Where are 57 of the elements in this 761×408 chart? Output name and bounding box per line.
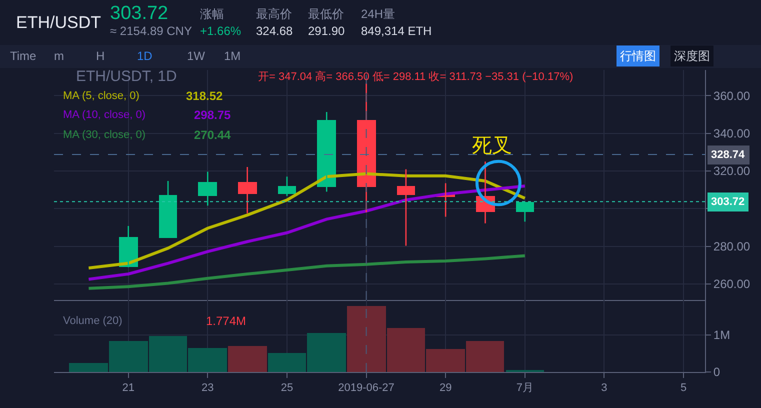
annotation: 298.75	[194, 108, 232, 122]
x-tick-label: 3	[601, 382, 608, 394]
text: 涨幅	[200, 7, 224, 21]
text: MA (5, close, 0)	[63, 90, 140, 102]
text: 1M	[224, 49, 241, 63]
text: 291.90	[308, 24, 346, 38]
candlestick	[159, 180, 177, 238]
candlestick	[278, 176, 296, 197]
text: 最高价	[256, 7, 292, 21]
text: ≈ 2154.89 CNY	[110, 24, 192, 38]
text: Time	[10, 49, 37, 63]
line-series	[87, 254, 526, 290]
text: 849,314 ETH	[361, 24, 432, 38]
annotation: 318.52	[186, 89, 224, 103]
text: 最低价	[308, 7, 344, 21]
ref-line-label: 303.72	[711, 196, 745, 208]
annotation: 开= 347.04 高= 366.50 低= 298.11 收= 311.73 −35.31 (−10.17%)	[258, 70, 574, 83]
text: MA (30, close, 0)	[63, 129, 146, 141]
text: m	[54, 49, 64, 63]
text: 深度图	[674, 49, 710, 63]
text: 24H量	[361, 7, 396, 21]
annotation: 1.774M	[206, 314, 246, 328]
ref-line-label: 328.74	[711, 149, 746, 161]
x-tick-label: 2019-06-27	[338, 382, 394, 394]
x-tick-label: 5	[680, 382, 687, 394]
candlestick	[198, 171, 217, 206]
x-tick-label: 21	[122, 382, 134, 394]
bar	[228, 346, 267, 372]
line-series	[87, 172, 526, 270]
y-tick-label: 360.00	[713, 88, 750, 103]
candlestick	[238, 166, 257, 214]
text: ETH/USDT	[16, 13, 101, 32]
line-series	[87, 184, 526, 281]
text: 324.68	[256, 24, 294, 38]
text: MA (10, close, 0)	[63, 109, 146, 121]
text: 303.72	[110, 3, 168, 24]
text: +1.66%	[200, 24, 242, 38]
candlestick	[397, 168, 415, 246]
text: H	[96, 49, 105, 63]
y-tick-label: 0	[713, 365, 720, 380]
candlestick	[516, 200, 534, 222]
y-tick-label: 260.00	[713, 277, 750, 292]
annotation: 死叉	[472, 135, 512, 157]
y-tick-label: 280.00	[713, 240, 750, 254]
x-tick-label: 7月	[516, 382, 534, 394]
y-tick-label: 340.00	[713, 126, 750, 140]
text: 1D	[137, 49, 153, 63]
x-tick-label: 29	[439, 382, 452, 394]
annotation: 270.44	[194, 128, 232, 142]
y-tick-label: 1M	[713, 328, 730, 342]
x-tick-label: 23	[202, 382, 214, 394]
text: Volume (20)	[63, 315, 122, 327]
y-tick-label: 320.00	[713, 164, 750, 178]
text: 行情图	[620, 49, 656, 63]
chart-title: ETH/USDT, 1D	[76, 68, 178, 85]
text: 1W	[187, 49, 206, 63]
x-tick-label: 25	[280, 382, 294, 394]
